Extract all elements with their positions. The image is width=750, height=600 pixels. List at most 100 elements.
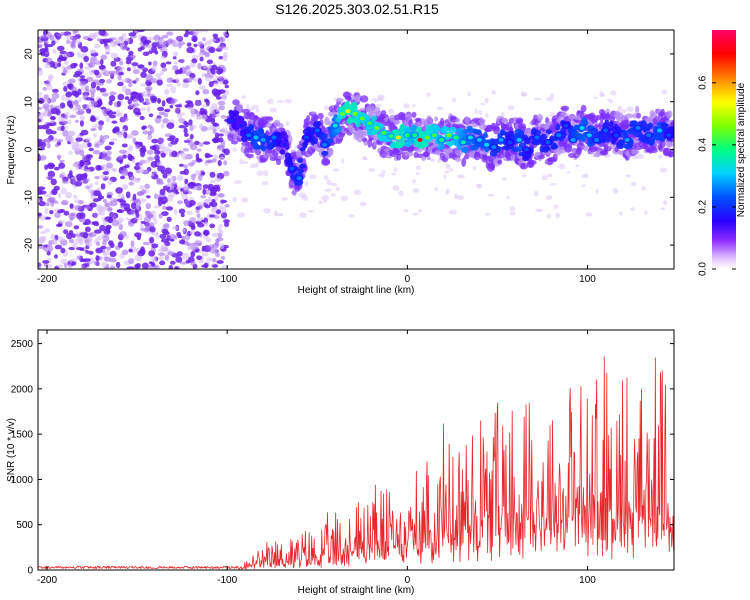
noise-speckle [129, 104, 137, 108]
haze-speckle [323, 105, 330, 111]
ridge-halo [625, 113, 634, 119]
noise-speckle [172, 67, 179, 71]
noise-speckle [101, 262, 108, 268]
noise-speckle [102, 219, 107, 225]
noise-speckle [206, 59, 213, 65]
haze-speckle [445, 163, 451, 170]
noise-speckle [146, 88, 151, 95]
noise-speckle [51, 188, 58, 196]
noise-speckle [180, 188, 184, 192]
y-tick-label: 1500 [11, 430, 34, 441]
spectrogram-y-label: Frequency (Hz) [6, 116, 17, 185]
noise-speckle [88, 147, 94, 152]
ridge-peak [246, 133, 252, 138]
haze-speckle [619, 211, 623, 216]
noise-speckle [66, 130, 75, 137]
noise-speckle [167, 137, 175, 142]
noise-speckle [74, 233, 82, 238]
noise-speckle [176, 200, 184, 205]
noise-speckle [103, 40, 108, 47]
noise-speckle [141, 169, 149, 174]
noise-speckle [98, 206, 106, 211]
noise-speckle [144, 210, 150, 214]
noise-speckle [158, 213, 163, 219]
noise-speckle [153, 34, 161, 42]
noise-speckle [161, 211, 169, 217]
haze-speckle [449, 209, 457, 215]
ridge-mid [279, 149, 286, 155]
noise-speckle [204, 98, 209, 103]
noise-speckle [81, 154, 86, 162]
noise-speckle [169, 260, 176, 265]
haze-speckle [663, 200, 668, 206]
noise-speckle [54, 143, 60, 148]
noise-speckle [87, 142, 92, 148]
ridge-mid [248, 123, 254, 130]
ridge-peak [556, 133, 562, 138]
noise-speckle [187, 181, 196, 189]
haze-speckle [430, 158, 435, 163]
noise-speckle [63, 60, 69, 65]
noise-speckle [173, 61, 178, 65]
noise-speckle [189, 229, 195, 235]
noise-speckle [97, 235, 102, 241]
ridge-halo [275, 158, 282, 166]
haze-speckle [630, 181, 637, 187]
noise-speckle [132, 80, 137, 84]
noise-speckle [214, 196, 219, 202]
ridge-halo [277, 123, 284, 129]
haze-speckle [426, 92, 431, 97]
haze-speckle [508, 105, 515, 111]
noise-speckle [90, 92, 95, 99]
noise-speckle [128, 50, 134, 56]
ridge-peak [314, 128, 320, 133]
ridge-halo [322, 159, 331, 165]
ridge-halo [630, 149, 640, 155]
noise-speckle [95, 255, 100, 262]
ridge-peak [253, 135, 259, 140]
noise-speckle [203, 262, 209, 269]
noise-speckle [38, 98, 45, 104]
noise-speckle [54, 212, 61, 219]
noise-speckle [210, 69, 216, 75]
noise-speckle [99, 224, 106, 232]
noise-speckle [54, 166, 60, 171]
noise-speckle [141, 145, 146, 152]
noise-speckle [218, 137, 224, 143]
noise-speckle [96, 38, 102, 42]
noise-speckle [83, 172, 88, 178]
noise-speckle [100, 245, 107, 250]
noise-speckle [197, 77, 202, 85]
noise-speckle [175, 256, 183, 263]
ridge-mid [299, 163, 307, 169]
noise-speckle [119, 231, 127, 237]
x-tick-label: 0 [405, 274, 411, 285]
haze-speckle [533, 190, 539, 197]
noise-speckle [220, 115, 227, 119]
noise-speckle [79, 80, 87, 86]
noise-speckle [51, 94, 57, 99]
haze-speckle [487, 194, 495, 197]
noise-speckle [162, 173, 168, 179]
noise-speckle [202, 235, 209, 239]
ridge-halo [265, 116, 274, 121]
haze-speckle [546, 213, 552, 219]
ridge-halo [328, 148, 334, 156]
haze-speckle [263, 208, 272, 214]
noise-speckle [194, 249, 200, 253]
noise-speckle [194, 239, 203, 244]
noise-speckle [94, 123, 100, 128]
x-tick-label: 0 [405, 575, 411, 586]
haze-speckle [240, 197, 249, 203]
ridge-halo [368, 105, 375, 114]
noise-speckle [170, 181, 178, 186]
noise-speckle [40, 35, 47, 39]
noise-speckle [42, 87, 48, 91]
noise-speckle [130, 202, 137, 210]
noise-speckle [203, 230, 209, 236]
haze-speckle [660, 207, 666, 211]
noise-speckle [112, 168, 117, 173]
noise-speckle [162, 118, 169, 124]
y-tick-label: 0 [27, 566, 33, 577]
